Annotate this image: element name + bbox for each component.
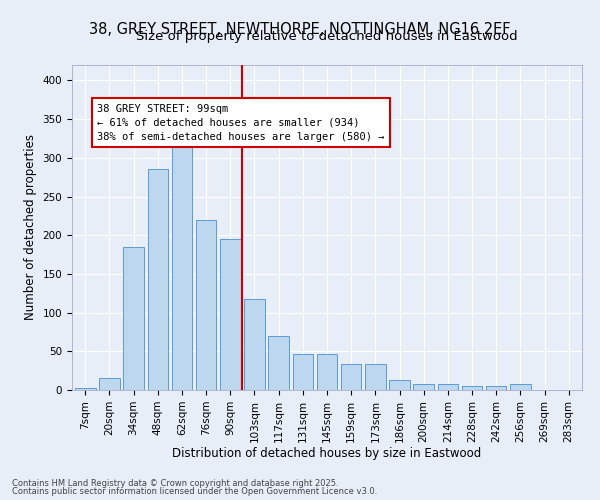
Title: Size of property relative to detached houses in Eastwood: Size of property relative to detached ho… [136,30,518,43]
Bar [244,298,265,390]
Text: 38 GREY STREET: 99sqm
← 61% of detached houses are smaller (934)
38% of semi-det: 38 GREY STREET: 99sqm ← 61% of detached … [97,104,385,142]
Bar [341,364,361,390]
Bar [99,378,120,390]
Bar [75,388,95,390]
Text: 38, GREY STREET, NEWTHORPE, NOTTINGHAM, NG16 2EF: 38, GREY STREET, NEWTHORPE, NOTTINGHAM, … [89,22,511,38]
Bar [124,247,144,390]
Bar [486,386,506,390]
Bar [317,354,337,390]
Bar [413,384,434,390]
Text: Contains HM Land Registry data © Crown copyright and database right 2025.: Contains HM Land Registry data © Crown c… [12,478,338,488]
Bar [268,336,289,390]
X-axis label: Distribution of detached houses by size in Eastwood: Distribution of detached houses by size … [172,448,482,460]
Bar [462,386,482,390]
Bar [220,239,241,390]
Y-axis label: Number of detached properties: Number of detached properties [24,134,37,320]
Text: Contains public sector information licensed under the Open Government Licence v3: Contains public sector information licen… [12,487,377,496]
Bar [437,384,458,390]
Bar [172,146,192,390]
Bar [365,364,386,390]
Bar [293,354,313,390]
Bar [510,384,530,390]
Bar [148,170,168,390]
Bar [196,220,217,390]
Bar [389,380,410,390]
